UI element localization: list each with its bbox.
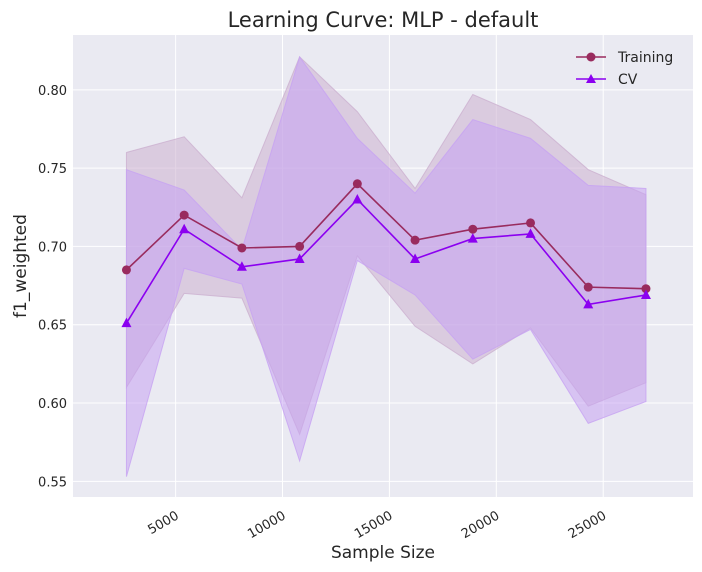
- data-point-cv: [410, 253, 421, 263]
- data-point-training: [352, 179, 362, 189]
- data-point-training: [295, 241, 305, 251]
- legend-cv-label: CV: [618, 72, 638, 88]
- data-point-cv: [236, 261, 247, 271]
- data-point-cv: [121, 317, 132, 328]
- legend-cv-marker: [586, 74, 596, 83]
- x-tick-label: 15000: [352, 508, 395, 542]
- x-tick-label: 25000: [566, 508, 609, 542]
- data-point-training: [468, 224, 478, 234]
- y-tick-label: 0.60: [38, 397, 67, 412]
- y-tick-labels: 0.55 0.60 0.65 0.70 0.75 0.80: [38, 84, 67, 491]
- legend-training-label: Training: [617, 50, 673, 66]
- data-point-training: [410, 235, 420, 245]
- y-tick-label: 0.80: [38, 84, 67, 99]
- legend-training-marker: [586, 52, 596, 62]
- data-point-cv: [467, 233, 478, 243]
- x-axis-label: Sample Size: [331, 543, 435, 563]
- chart-title: Learning Curve: MLP - default: [228, 8, 539, 32]
- data-point-training: [121, 265, 131, 275]
- series-lines: [125, 182, 647, 324]
- y-tick-label: 0.70: [38, 240, 67, 255]
- data-point-cv: [640, 289, 651, 299]
- x-tick-label: 10000: [245, 508, 288, 542]
- data-point-cv: [179, 223, 190, 234]
- data-point-cv: [294, 253, 305, 263]
- x-tick-label: 20000: [459, 508, 502, 542]
- series-markers: [121, 179, 651, 328]
- data-point-training: [237, 243, 247, 253]
- data-point-training: [583, 282, 593, 292]
- confidence-bands: [125, 55, 647, 477]
- y-tick-label: 0.55: [38, 475, 67, 490]
- y-axis-label: f1_weighted: [11, 214, 31, 318]
- x-tick-label: 5000: [145, 508, 181, 538]
- data-point-training: [179, 210, 189, 220]
- data-point-training: [641, 284, 651, 294]
- data-point-cv: [352, 193, 363, 204]
- series-line-training: [125, 182, 646, 290]
- series-line-cv: [125, 198, 647, 324]
- x-tick-labels: 5000 10000 15000 20000 25000: [145, 508, 609, 542]
- confidence-band-cv: [125, 55, 647, 477]
- data-point-training: [526, 218, 536, 228]
- data-point-cv: [525, 228, 536, 238]
- data-point-cv: [583, 298, 594, 309]
- legend: Training CV: [576, 50, 673, 88]
- y-tick-label: 0.75: [38, 162, 67, 177]
- y-tick-label: 0.65: [38, 319, 67, 334]
